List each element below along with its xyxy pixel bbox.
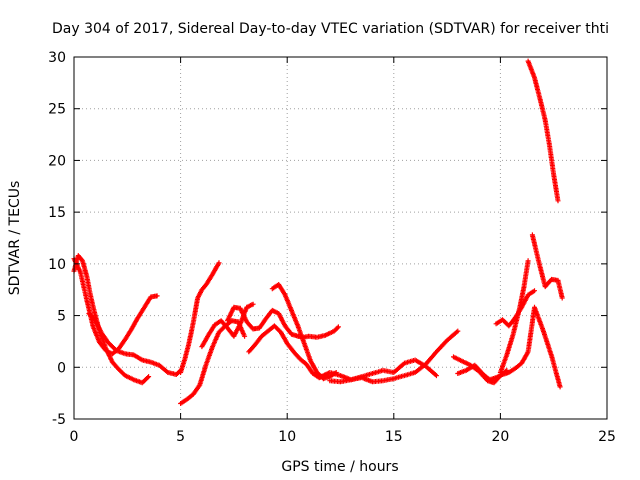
series-track-17 <box>525 58 561 204</box>
series-track-16 <box>529 232 565 301</box>
y-tick-label: 15 <box>48 205 66 221</box>
series-track-15 <box>497 258 531 375</box>
series-track-11 <box>327 328 461 385</box>
data-point <box>242 333 248 339</box>
chart-title: Day 304 of 2017, Sidereal Day-to-day VTE… <box>52 21 609 37</box>
series-track-13 <box>455 304 563 390</box>
data-point <box>525 258 531 264</box>
y-tick-label: 10 <box>48 257 66 273</box>
data-point <box>532 288 537 294</box>
data-point <box>335 324 341 330</box>
x-tick-label: 15 <box>385 429 403 445</box>
data-point <box>433 373 439 379</box>
data-point <box>557 384 563 390</box>
data-point <box>154 293 160 299</box>
plot-frame <box>73 56 608 420</box>
data-point <box>559 295 565 301</box>
data-point <box>216 260 222 266</box>
data-point <box>455 328 461 334</box>
y-tick-label: 0 <box>57 360 66 376</box>
data-point <box>146 374 152 380</box>
x-tick-label: 10 <box>278 429 296 445</box>
series-track-8 <box>246 323 329 381</box>
data-point <box>555 198 561 204</box>
x-axis-label: GPS time / hours <box>281 459 398 475</box>
series-track-10 <box>316 357 439 383</box>
y-tick-label: 20 <box>48 153 66 169</box>
x-tick-label: 5 <box>176 429 185 445</box>
data-points <box>71 58 565 406</box>
series-track-9 <box>269 282 339 382</box>
series-track-3 <box>86 311 184 377</box>
y-tick-label: 30 <box>48 50 66 66</box>
series-track-5 <box>178 260 222 375</box>
data-point <box>145 375 151 381</box>
y-axis-label: SDTVAR / TECUs <box>7 181 23 296</box>
x-tick-label: 25 <box>598 429 616 445</box>
x-tick-label: 20 <box>491 429 509 445</box>
data-point <box>250 301 256 307</box>
y-tick-label: -5 <box>52 412 66 428</box>
y-tick-label: 5 <box>57 309 66 325</box>
x-tick-label: 0 <box>70 429 79 445</box>
y-tick-label: 25 <box>48 102 66 118</box>
